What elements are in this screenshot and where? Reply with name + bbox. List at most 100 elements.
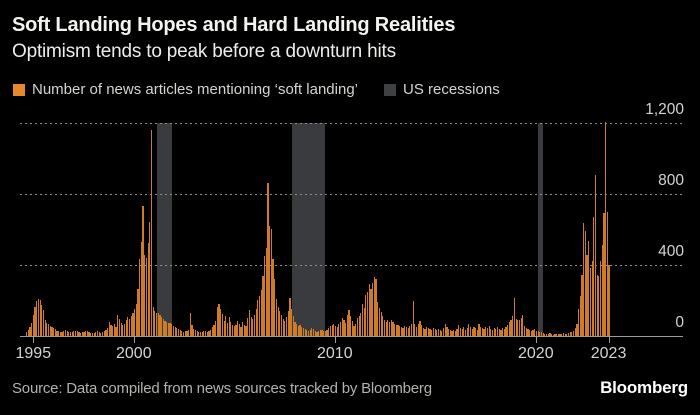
bar [279, 311, 281, 336]
source-note: Source: Data compiled from news sources … [12, 380, 432, 397]
bar [201, 331, 203, 336]
bar [301, 327, 303, 336]
bar [142, 205, 144, 336]
bar [91, 333, 94, 336]
bar [346, 314, 348, 336]
bar [496, 327, 499, 336]
bar [230, 322, 232, 336]
x-axis-tick [334, 337, 336, 343]
bar [530, 330, 532, 336]
bar [240, 326, 242, 336]
bar [456, 328, 458, 336]
bar [233, 326, 235, 336]
bar [110, 325, 112, 336]
bar [414, 323, 416, 336]
bar [331, 325, 333, 336]
bar [395, 325, 397, 336]
bar [166, 321, 168, 336]
bar [410, 324, 413, 336]
x-axis-tick [608, 337, 610, 343]
bar [343, 320, 345, 336]
bar [329, 326, 332, 336]
bar [282, 318, 284, 336]
bar [265, 247, 267, 336]
bar [270, 229, 272, 336]
bar [128, 318, 131, 336]
bar [221, 314, 223, 336]
bar [383, 320, 386, 336]
bar [581, 274, 583, 336]
bar [453, 329, 455, 336]
bar [469, 327, 472, 336]
bar [449, 329, 451, 336]
bar [304, 328, 306, 336]
bar [535, 330, 537, 336]
bar [594, 175, 597, 336]
bar [59, 331, 61, 336]
bar [157, 312, 159, 336]
bar [44, 320, 46, 336]
bar [85, 330, 87, 336]
bar [334, 326, 337, 336]
bar [206, 332, 208, 336]
bar [534, 328, 536, 336]
bar [123, 323, 126, 336]
bar [404, 326, 406, 336]
bar [370, 288, 372, 336]
bar [108, 321, 110, 336]
bar [544, 333, 546, 336]
bar [377, 302, 379, 336]
bar [115, 326, 117, 336]
bar [461, 328, 463, 336]
bar [169, 322, 171, 336]
bar [285, 317, 288, 336]
bar [518, 320, 521, 336]
bar [508, 321, 510, 336]
recession-band [538, 123, 544, 336]
bar [80, 332, 82, 336]
bar [277, 307, 279, 336]
bar [540, 332, 543, 336]
bar [559, 333, 561, 336]
bar [606, 211, 608, 336]
bar [242, 322, 244, 336]
bar [599, 261, 602, 336]
bar [323, 330, 325, 336]
bar [88, 332, 90, 336]
bar [596, 274, 598, 336]
bar [250, 317, 252, 336]
bar [409, 326, 411, 336]
bar [493, 328, 495, 336]
bar [424, 328, 426, 336]
bar [537, 331, 539, 336]
x-axis-tick [133, 337, 135, 343]
bar [468, 323, 470, 336]
bar [220, 309, 222, 336]
bar [118, 319, 121, 336]
bar [355, 323, 357, 336]
bar [405, 327, 408, 336]
bar [31, 322, 33, 336]
bar [372, 282, 374, 336]
bar [556, 333, 558, 336]
bar [339, 321, 342, 336]
bar [122, 324, 124, 336]
bar [302, 328, 305, 336]
bar [562, 333, 564, 336]
bar [314, 330, 316, 336]
bar [149, 222, 151, 336]
bar [363, 307, 365, 336]
bar [274, 278, 276, 336]
x-axis-line [20, 336, 683, 337]
bar [539, 331, 541, 336]
bar [174, 327, 176, 336]
bar [90, 332, 92, 336]
recession-band [292, 123, 325, 336]
bar [47, 324, 50, 336]
legend-label-articles: Number of news articles mentioning ‘soft… [32, 81, 358, 98]
bar [164, 320, 166, 336]
bar [297, 326, 299, 336]
bar [356, 318, 359, 336]
bar [326, 329, 328, 336]
